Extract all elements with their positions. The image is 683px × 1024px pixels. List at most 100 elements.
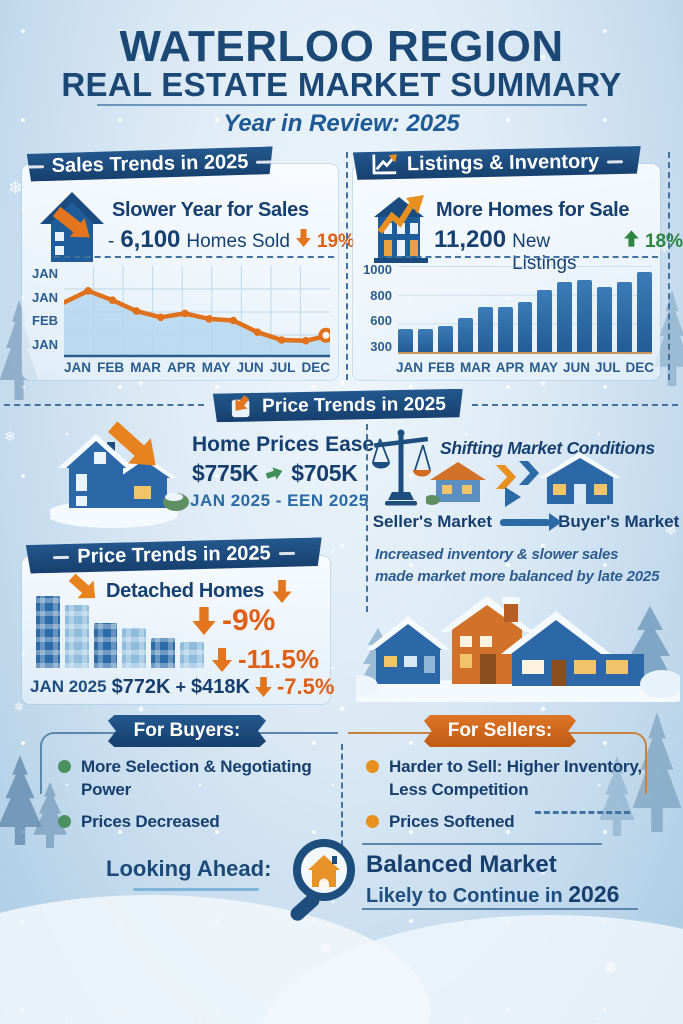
outlook-line1: Balanced Market [366,851,557,878]
y-tick: JAN [31,266,58,281]
inventory-bar [617,281,633,352]
shift-arrow-icon [500,513,563,531]
bullet-text: Harder to Sell: Higher Inventory, Less C… [389,757,642,799]
home-prices-values: $775K $705K [192,460,358,487]
sales-stat-prefix: - [108,231,115,252]
listings-stat-value: 11,200 [434,226,507,253]
x-tick: MAR [459,360,491,375]
listings-banner-label: Listings & Inventory [406,150,600,175]
declining-building [64,605,89,668]
declining-building [151,638,176,668]
outlook-top-line [362,843,602,845]
bullet-text: More Selection & Negotiating Power [81,757,312,799]
detached-joiner: + [175,676,187,697]
inventory-bar [557,281,573,352]
x-tick: JUN [236,360,264,375]
bullet-item: Harder to Sell: Higher Inventory, Less C… [366,756,654,802]
diagonal-down-arrow-icon [68,573,96,599]
x-tick: MAY [529,360,558,375]
market-note-line2: made market more balanced by late 2025 [375,568,660,585]
sales-stat-label: Homes Sold [186,231,290,252]
bullet-item: More Selection & Negotiating Power [58,756,350,802]
green-right-arrow-icon [265,467,283,480]
listings-stat-label: New Listings [512,231,577,274]
snowflake-icon: ❄ [8,178,24,198]
snowflake-icon: ❄ [320,940,332,956]
bullet-item: Prices Softened [366,810,654,834]
building-up-arrow-icon [374,195,428,263]
house-price-drop-illustration [50,421,189,528]
inventory-bar [398,328,413,352]
market-shift-row: Seller's Market Buyer's Market [372,512,680,532]
chevron-right-icon [519,461,539,485]
top-right-edge-dash [668,152,670,380]
triangle-right-icon [505,487,521,507]
declining-building [36,596,60,668]
seller-market-label: Seller's Market [372,512,493,531]
sellers-banner: For Sellers: [424,715,576,747]
snowflake-icon: ❄ [658,239,671,256]
up-arrow-icon [624,230,639,247]
ribbon-dash [53,556,69,559]
winter-houses-illustration [356,596,680,702]
buyers-bullet-list: More Selection & Negotiating Power Prices… [58,756,350,843]
bullet-dot-icon [58,814,71,828]
bullet-dot-icon [366,814,379,828]
ribbon-dash [279,552,295,555]
inventory-bar [457,317,473,352]
balance-scale-icon [372,429,431,506]
detached-pct1-row: -9% [192,604,275,638]
snowflake-icon: ❄ [664,522,678,539]
bullet-dot-icon [366,760,379,773]
x-tick: JAN [64,360,92,375]
listings-banner: Listings & Inventory [353,146,641,180]
bullet-item: Prices Decreased [58,811,350,834]
detached-headline-row: Detached Homes [106,580,292,603]
header-divider [97,104,587,106]
outlook-line2: Likely to Continue in 2026 [366,881,619,908]
sales-x-axis: JAN FEB MAR APR MAY JUN JUL DEC [64,360,330,375]
down-arrow-icon [272,580,292,603]
sales-line-chart [64,266,330,358]
snowflake-icon: ❄ [604,960,618,977]
inventory-bar [517,302,533,352]
down-arrow-icon [295,229,311,247]
detached-headline: Detached Homes [106,580,265,602]
sellers-bullet-list: Harder to Sell: Higher Inventory, Less C… [366,756,654,843]
detached-pct3: -7.5% [276,674,335,699]
y-tick: FEB [32,313,58,329]
listings-headline: More Homes for Sale [436,199,630,221]
mid-section-divider [366,424,368,612]
snowflake-icon: ❄ [4,428,16,444]
market-headline: Shifting Market Conditions [440,438,655,458]
price-to: $705K [291,460,358,486]
x-tick: APR [495,360,525,375]
inventory-bar [437,325,453,352]
listings-x-axis: JAN FEB MAR APR MAY JUN JUL DEC [396,360,654,375]
outlook-label-underline [133,888,259,891]
inventory-bar [597,286,613,352]
bullet-text: Prices Decreased [81,811,220,831]
declining-building [180,642,204,668]
detached-bottom-row: JAN 2025 $772K + $418K -7.5% [30,674,334,700]
detached-price-from: $772K [111,675,171,698]
outlook-bottom-line [362,908,638,910]
outlook-line2-text: Likely to Continue in [366,885,563,907]
y-tick: 300 [370,338,392,354]
declining-building [93,623,118,668]
x-tick: MAR [130,360,162,375]
home-prices-period: JAN 2025 - EEN 2025 [190,491,369,510]
mid-banner-dash-right [472,404,678,406]
x-tick: JUN [562,360,590,375]
sales-y-axis: JAN JAN FEB JAN [22,266,58,352]
x-tick: APR [167,360,196,375]
chart-top-dash [386,256,658,258]
sellers-banner-label: For Sellers: [447,720,553,741]
buyer-house-icon [539,452,621,504]
ribbon-dash [28,165,44,168]
snowflake-icon: ❄ [14,700,25,714]
detached-pct2-row: -11.5% [212,644,319,675]
detached-pct1: -9% [222,604,276,637]
magnifier-house-icon [290,839,355,921]
